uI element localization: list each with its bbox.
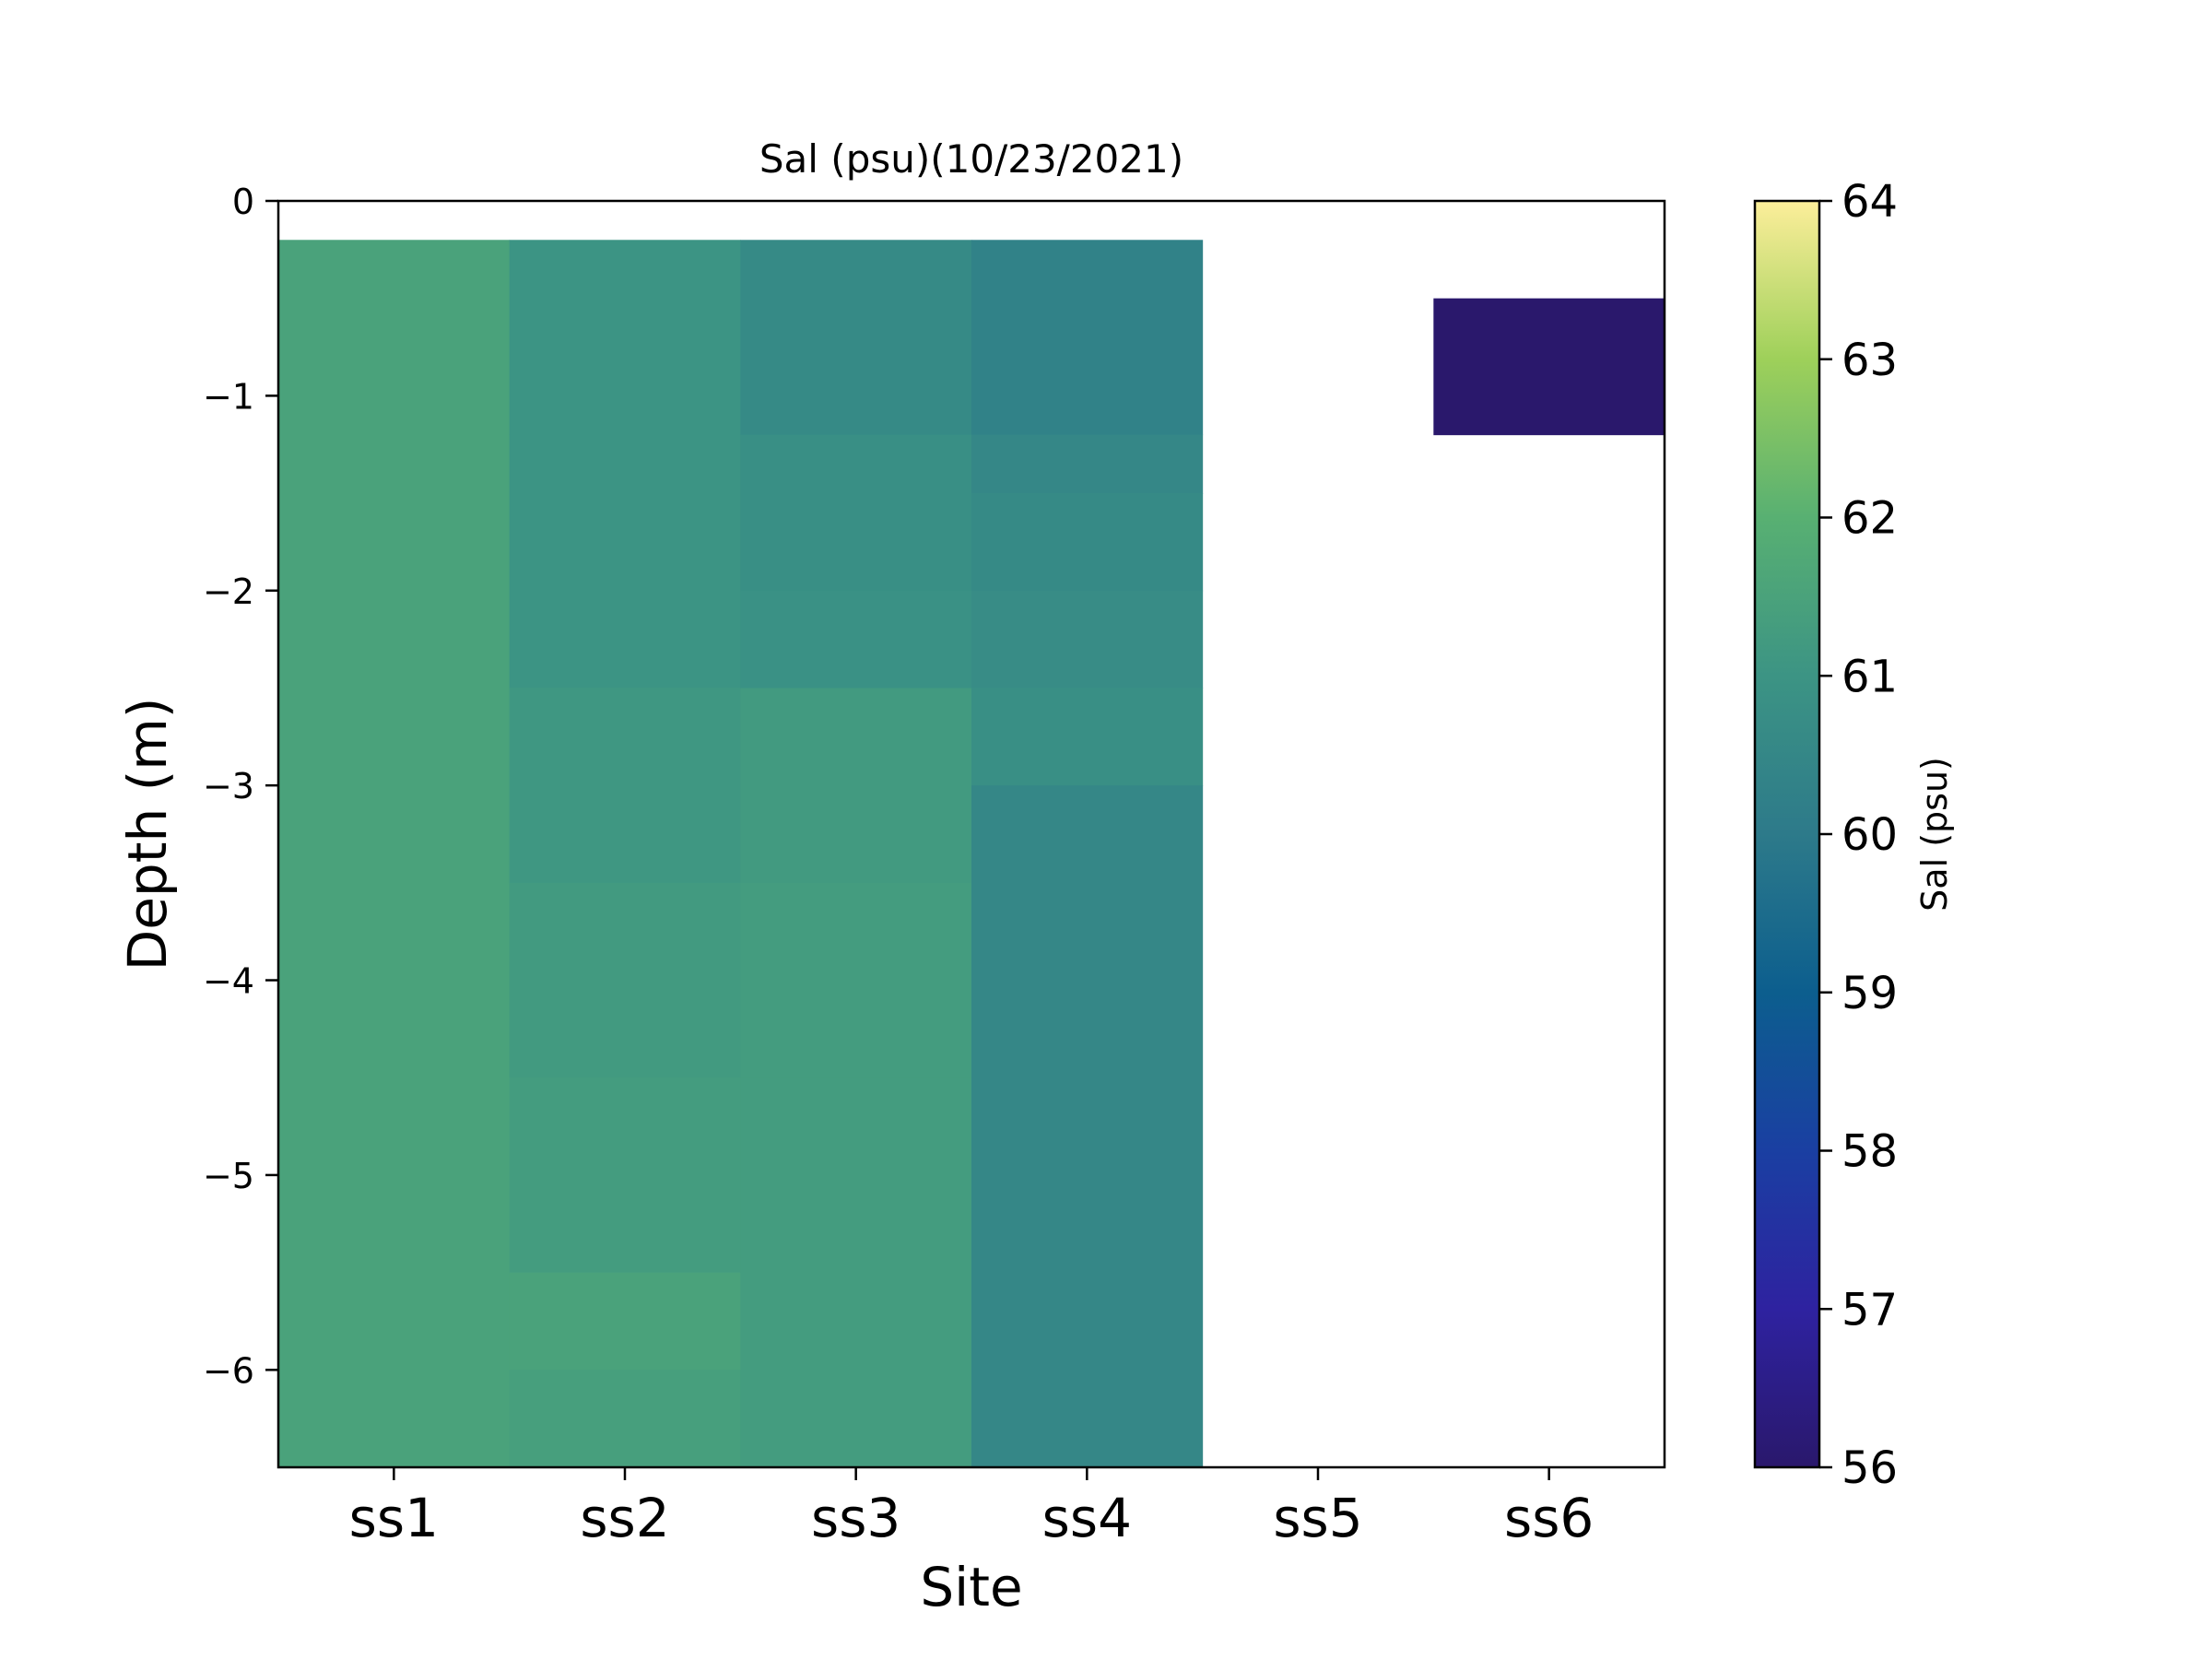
heatmap-cell-ss3 (740, 590, 972, 688)
heatmap-cell-ss3 (740, 1077, 972, 1468)
colorbar-tick-label: 61 (1841, 651, 1898, 702)
colorbar-tick-label: 59 (1841, 968, 1898, 1019)
y-tick-label: −6 (203, 1350, 254, 1391)
x-axis-label: Site (920, 1556, 1022, 1618)
heatmap-cell-ss2 (509, 1272, 741, 1371)
heatmap-cell-ss3 (740, 688, 972, 884)
colorbar-tick-label: 56 (1841, 1442, 1898, 1494)
colorbar-tick-label: 63 (1841, 335, 1898, 386)
heatmap-cell-ss2 (509, 240, 741, 436)
heatmap-cell-ss4 (971, 785, 1204, 1468)
colorbar-label: Sal (psu) (1914, 757, 1955, 912)
heatmap-cell-ss2 (509, 1370, 741, 1468)
colorbar-tick-label: 57 (1841, 1284, 1898, 1335)
x-ticks: ss1 ss2 ss3 ss4 ss5 ss6 (349, 1467, 1594, 1549)
colorbar-tick-label: 62 (1841, 493, 1898, 545)
heatmap-cell-ss4 (971, 240, 1204, 436)
heatmap-cell-ss6 (1433, 298, 1665, 436)
heatmap-cell-ss3 (740, 882, 972, 1078)
colorbar-tick-label: 60 (1841, 809, 1898, 861)
colorbar-tick-label: 64 (1841, 176, 1898, 228)
x-tick-label: ss2 (580, 1487, 669, 1549)
heatmap-cell-ss2 (509, 1077, 741, 1274)
heatmap-cell-ss4 (971, 434, 1204, 494)
heatmap-cell-ss2 (509, 688, 741, 884)
colorbar (1753, 199, 1821, 1469)
heatmap-cell-ss4 (971, 590, 1204, 688)
x-tick-label: ss3 (811, 1487, 900, 1549)
y-tick-label: −5 (203, 1156, 254, 1196)
colorbar-ticks: 56 57 58 59 60 61 62 63 64 (1819, 176, 1898, 1494)
colorbar-tick-label: 58 (1841, 1126, 1898, 1178)
heatmap-cell-ss3 (740, 434, 972, 592)
heatmap-cells (278, 240, 1665, 1468)
x-tick-label: ss1 (349, 1487, 439, 1549)
y-ticks: 0 −1 −2 −3 −4 −5 −6 (203, 182, 278, 1391)
heatmap-cell-ss4 (971, 688, 1204, 786)
chart-title: Sal (psu)(10/23/2021) (759, 136, 1183, 182)
y-tick-label: −1 (203, 376, 254, 417)
y-tick-label: −2 (203, 571, 254, 612)
y-tick-label: 0 (232, 182, 254, 222)
heatmap-cell-ss1 (278, 240, 511, 1468)
x-tick-label: ss5 (1273, 1487, 1362, 1549)
heatmap-cell-ss2 (509, 882, 741, 1078)
x-tick-label: ss6 (1504, 1487, 1594, 1549)
x-tick-label: ss4 (1042, 1487, 1132, 1549)
y-tick-label: −3 (203, 766, 254, 806)
heatmap-cell-ss4 (971, 493, 1204, 592)
heatmap-cell-ss3 (740, 240, 972, 436)
plot-frame (276, 199, 1666, 1469)
y-axis-label: Depth (m) (116, 698, 179, 971)
y-tick-label: −4 (203, 961, 254, 1002)
heatmap-cell-ss2 (509, 434, 741, 688)
